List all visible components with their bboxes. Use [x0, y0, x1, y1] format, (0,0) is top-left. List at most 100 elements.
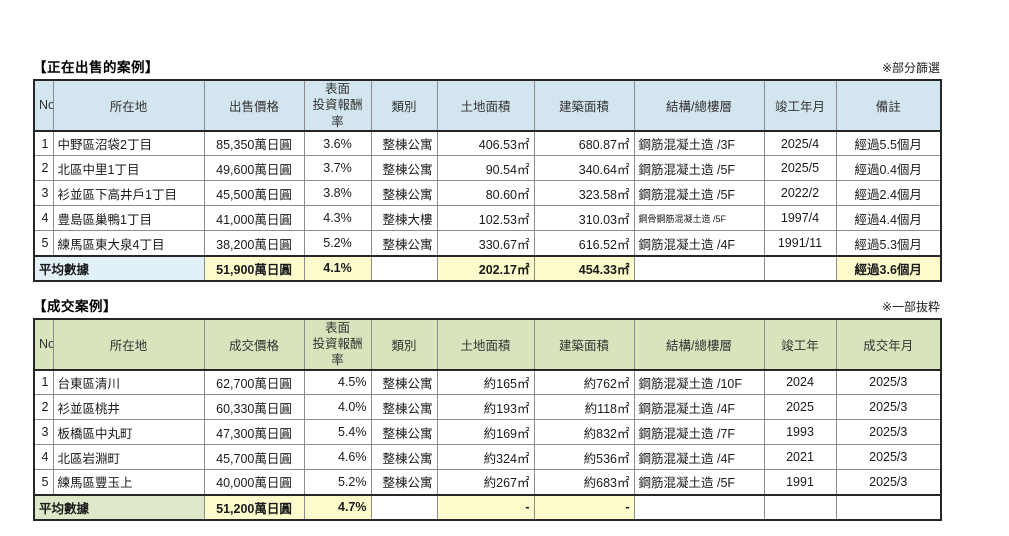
cell-land-area: 約193㎡ — [436, 394, 535, 420]
cell-remarks: 經過4.4個月 — [835, 205, 942, 232]
cell-type: 整棟公寓 — [370, 130, 438, 157]
cell-structure: 鋼筋混凝土造 /4F — [633, 230, 765, 257]
cell-price: 38,200萬日圓 — [203, 230, 305, 257]
cell-land-area: 102.53㎡ — [436, 205, 535, 232]
col-header-no: No — [33, 318, 54, 371]
cell-location: 練馬區豐玉上 — [52, 469, 205, 495]
cell-land-area: 約165㎡ — [436, 369, 535, 395]
cell-deal-date: 2025/3 — [835, 444, 942, 470]
cell-structure: 鋼筋混凝土造 /3F — [633, 130, 765, 157]
cell-location: 豊島區巢鴨1丁目 — [52, 205, 205, 232]
report-body: 【正在出售的案例】 ※部分篩選 No 所在地 出售價格 表面 投資報酬率 類別 … — [33, 56, 942, 521]
header-row: No 所在地 成交價格 表面 投資報酬率 類別 土地面積 建築面積 結構/總樓層… — [33, 318, 942, 371]
cell-land-area: 約169㎡ — [436, 419, 535, 445]
col-header-land-area: 土地面積 — [436, 79, 535, 132]
col-header-structure: 結構/總樓層 — [633, 318, 765, 371]
cell-location: 衫並區下高井戶1丁目 — [52, 180, 205, 207]
section-head: 【成交案例】 ※一部抜粋 — [33, 295, 940, 315]
cell-structure: 鋼骨鋼筋混凝土造 /5F — [633, 205, 765, 232]
col-header-yield: 表面 投資報酬率 — [303, 79, 372, 132]
cell-deal-date: 2025/3 — [835, 394, 942, 420]
cell-yield: 5.2% — [303, 469, 372, 495]
cell-type: 整棟公寓 — [370, 230, 438, 257]
col-header-remarks: 備註 — [835, 79, 942, 132]
cell-price: 49,600萬日圓 — [203, 155, 305, 182]
table-row: 3 衫並區下高井戶1丁目 45,500萬日圓 3.8% 整棟公寓 80.60㎡ … — [33, 180, 942, 207]
cell-yield: 3.7% — [303, 155, 372, 182]
cell-completion: 2025/4 — [763, 130, 837, 157]
cell-deal-date: 2025/3 — [835, 469, 942, 495]
col-header-completion: 竣工年月 — [763, 79, 837, 132]
table-row: 2 衫並區桃井 60,330萬日圓 4.0% 整棟公寓 約193㎡ 約118㎡ … — [33, 394, 942, 420]
average-structure-empty — [633, 493, 765, 520]
cell-no: 5 — [33, 469, 54, 495]
col-header-completion-year: 竣工年 — [763, 318, 837, 371]
average-land-area: 202.17㎡ — [436, 254, 535, 282]
cell-type: 整棟公寓 — [370, 419, 438, 445]
cell-building-area: 約683㎡ — [533, 469, 635, 495]
average-row: 平均數據 51,200萬日圓 4.7% - - — [33, 493, 942, 520]
cell-location: 練馬區東大泉4丁目 — [52, 230, 205, 257]
average-remarks: 經過3.6個月 — [835, 254, 942, 282]
cell-remarks: 經過5.3個月 — [835, 230, 942, 257]
col-header-building-area: 建築面積 — [533, 79, 635, 132]
cell-yield: 5.4% — [303, 419, 372, 445]
average-price: 51,900萬日圓 — [203, 254, 305, 282]
average-completion-empty — [763, 493, 837, 520]
cell-remarks: 經過2.4個月 — [835, 180, 942, 207]
cell-land-area: 約267㎡ — [436, 469, 535, 495]
cell-deal-date: 2025/3 — [835, 369, 942, 395]
table-row: 4 豊島區巢鴨1丁目 41,000萬日圓 4.3% 整棟大樓 102.53㎡ 3… — [33, 205, 942, 232]
average-yield: 4.1% — [303, 254, 372, 282]
cell-no: 4 — [33, 444, 54, 470]
col-header-type: 類別 — [370, 79, 438, 132]
cell-yield: 4.0% — [303, 394, 372, 420]
average-building-area: - — [533, 493, 635, 520]
cell-land-area: 406.53㎡ — [436, 130, 535, 157]
table-row: 1 台東區清川 62,700萬日圓 4.5% 整棟公寓 約165㎡ 約762㎡ … — [33, 369, 942, 395]
cell-building-area: 680.87㎡ — [533, 130, 635, 157]
section-closed-deals: 【成交案例】 ※一部抜粋 No 所在地 成交價格 表面 投資報酬率 類別 土地面… — [33, 295, 942, 521]
cell-price: 62,700萬日圓 — [203, 369, 305, 395]
cell-completion: 1997/4 — [763, 205, 837, 232]
cell-land-area: 約324㎡ — [436, 444, 535, 470]
cell-building-area: 616.52㎡ — [533, 230, 635, 257]
average-row: 平均數據 51,900萬日圓 4.1% 202.17㎡ 454.33㎡ 經過3.… — [33, 254, 942, 282]
cell-location: 板橋區中丸町 — [52, 419, 205, 445]
cell-structure: 鋼筋混凝土造 /4F — [633, 444, 765, 470]
cell-building-area: 310.03㎡ — [533, 205, 635, 232]
col-header-no: No — [33, 79, 54, 132]
cell-structure: 鋼筋混凝土造 /5F — [633, 180, 765, 207]
col-header-land-area: 土地面積 — [436, 318, 535, 371]
cell-remarks: 經過0.4個月 — [835, 155, 942, 182]
cell-no: 5 — [33, 230, 54, 257]
col-header-yield: 表面 投資報酬率 — [303, 318, 372, 371]
cell-type: 整棟公寓 — [370, 394, 438, 420]
average-completion-empty — [763, 254, 837, 282]
average-label: 平均數據 — [33, 254, 205, 282]
cell-structure: 鋼筋混凝土造 /10F — [633, 369, 765, 395]
cell-completion-year: 1993 — [763, 419, 837, 445]
cell-type: 整棟公寓 — [370, 180, 438, 207]
cell-land-area: 90.54㎡ — [436, 155, 535, 182]
cell-no: 1 — [33, 369, 54, 395]
cell-remarks: 經過5.5個月 — [835, 130, 942, 157]
average-building-area: 454.33㎡ — [533, 254, 635, 282]
col-header-structure: 結構/總樓層 — [633, 79, 765, 132]
col-header-deal-date: 成交年月 — [835, 318, 942, 371]
table-row: 4 北區岩淵町 45,700萬日圓 4.6% 整棟公寓 約324㎡ 約536㎡ … — [33, 444, 942, 470]
table-row: 3 板橋區中丸町 47,300萬日圓 5.4% 整棟公寓 約169㎡ 約832㎡… — [33, 419, 942, 445]
col-header-location: 所在地 — [52, 318, 205, 371]
average-type-empty — [370, 493, 438, 520]
cell-land-area: 80.60㎡ — [436, 180, 535, 207]
cell-price: 45,500萬日圓 — [203, 180, 305, 207]
cell-no: 2 — [33, 155, 54, 182]
cell-structure: 鋼筋混凝土造 /4F — [633, 394, 765, 420]
col-header-type: 類別 — [370, 318, 438, 371]
section-for-sale: 【正在出售的案例】 ※部分篩選 No 所在地 出售價格 表面 投資報酬率 類別 … — [33, 56, 942, 282]
cell-price: 47,300萬日圓 — [203, 419, 305, 445]
cell-type: 整棟大樓 — [370, 205, 438, 232]
average-price: 51,200萬日圓 — [203, 493, 305, 520]
cell-completion: 1991/11 — [763, 230, 837, 257]
cell-price: 40,000萬日圓 — [203, 469, 305, 495]
